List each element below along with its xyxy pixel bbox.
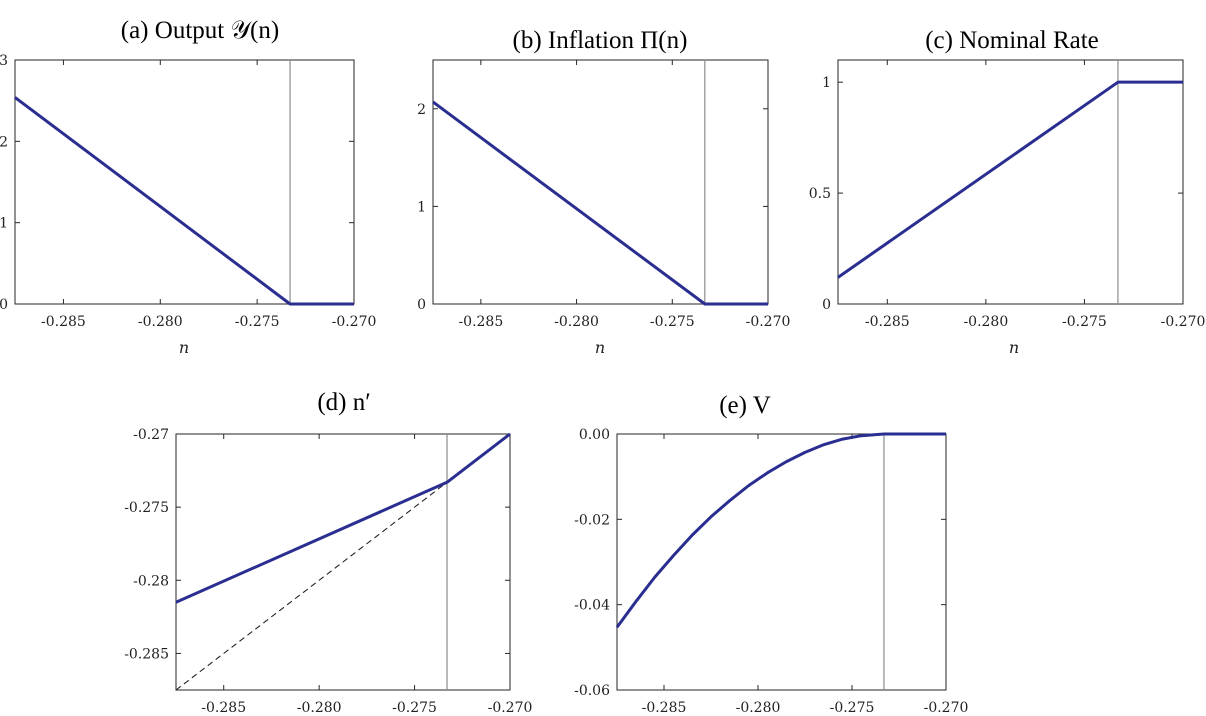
y-tick-label: 0	[417, 297, 426, 313]
plot-frame	[837, 59, 1184, 305]
y-tick-label: 1	[417, 199, 426, 215]
x-tick-label: -0.285	[458, 314, 503, 330]
plot-frame	[432, 59, 769, 305]
series-line	[175, 432, 511, 604]
plot-frame	[616, 433, 947, 691]
x-tick-label: -0.270	[488, 700, 533, 716]
panel-a: (a) Output 𝒴(n) n -0.285 -0.280 -0.275 -0.2…	[0, 17, 376, 357]
panel-b: (b) Inflation Π(n) n -0.285 -0.280 -0.275 -…	[417, 27, 790, 357]
x-axis-label: n	[595, 338, 605, 357]
x-tick-label: -0.270	[1161, 314, 1206, 330]
x-tick-label: -0.280	[138, 314, 183, 330]
y-tick-label: 0.5	[809, 186, 831, 202]
panel-title: (d) n′	[317, 389, 370, 416]
panel-title: (b) Inflation Π(n)	[513, 27, 688, 54]
y-tick-label: 0	[0, 297, 8, 313]
y-tick-label: 1	[0, 216, 8, 232]
x-axis-label: n	[1009, 338, 1019, 357]
x-tick-label: -0.275	[650, 314, 695, 330]
x-tick-label: -0.270	[924, 700, 969, 716]
x-tick-label: -0.285	[201, 700, 246, 716]
y-tick-label: -0.06	[574, 683, 610, 699]
x-tick-label: -0.275	[830, 700, 875, 716]
series-line	[615, 432, 946, 629]
y-tick-label: 3	[0, 53, 8, 69]
x-tick-label: -0.275	[235, 314, 280, 330]
x-axis-label: n	[179, 338, 189, 357]
x-tick-label: -0.270	[332, 314, 377, 330]
x-tick-label: -0.275	[1062, 314, 1107, 330]
x-tick-label: -0.280	[736, 700, 781, 716]
x-tick-label: -0.285	[642, 700, 687, 716]
y-tick-label: -0.02	[574, 512, 610, 528]
series-line	[14, 96, 354, 306]
y-tick-label: -0.27	[133, 427, 169, 443]
panel-c: (c) Nominal Rate n -0.285 -0.280 -0.275 -0.…	[809, 27, 1206, 357]
panel-title: (c) Nominal Rate	[925, 27, 1099, 54]
x-tick-label: -0.285	[41, 314, 86, 330]
x-tick-label: -0.280	[963, 314, 1008, 330]
y-tick-label: 2	[417, 102, 426, 118]
panel-title: (e) V	[719, 392, 771, 419]
panel-e: (e) V -0.285 -0.280 -0.275 -0.270 -0.06 -0.04…	[574, 392, 968, 716]
y-tick-label: -0.28	[133, 573, 169, 589]
x-tick-label: -0.285	[865, 314, 910, 330]
series-line	[432, 100, 768, 306]
y-tick-label: -0.275	[124, 500, 169, 516]
y-tick-label: 0.00	[579, 427, 610, 443]
x-tick-label: -0.280	[297, 700, 342, 716]
plot-frame	[14, 59, 355, 305]
panel-d: (d) n′ -0.285 -0.280 -0.275 -0.270 -0.285 -0.…	[124, 389, 532, 716]
x-tick-label: -0.270	[746, 314, 791, 330]
plot-frame	[175, 433, 511, 691]
y-tick-label: -0.285	[124, 646, 169, 662]
x-tick-label: -0.275	[392, 700, 437, 716]
x-tick-label: -0.280	[554, 314, 599, 330]
y-tick-label: 0	[822, 297, 831, 313]
y-tick-label: 2	[0, 134, 8, 150]
panel-title: (a) Output 𝒴(n)	[121, 17, 279, 44]
y-tick-label: 1	[822, 75, 831, 91]
series-line	[837, 80, 1183, 279]
y-tick-label: -0.04	[574, 598, 610, 614]
